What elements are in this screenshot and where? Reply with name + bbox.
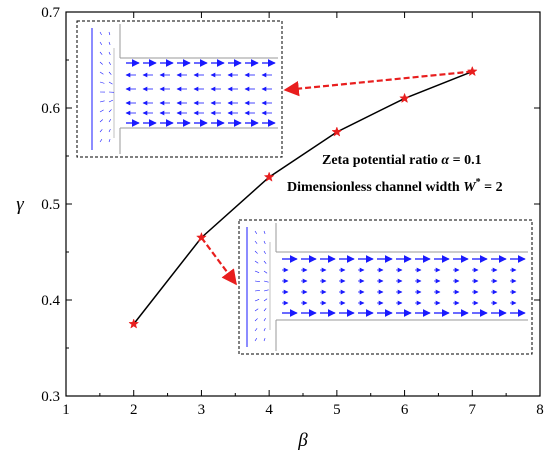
y-tick-label: 0.6 — [41, 101, 60, 117]
y-tick-label: 0.3 — [41, 389, 60, 405]
x-tick-label: 6 — [401, 402, 409, 418]
x-tick-label: 8 — [536, 402, 544, 418]
annotation-text: Dimensionless channel width — [287, 180, 463, 195]
inset-flow-beta-3 — [239, 220, 532, 354]
y-tick-label: 0.7 — [41, 5, 60, 21]
y-axis-title: γ — [16, 194, 24, 215]
x-tick-label: 3 — [198, 402, 206, 418]
annotation-zeta-ratio: Zeta potential ratio α = 0.1 — [322, 153, 482, 168]
annotation-text: Zeta potential ratio — [322, 153, 441, 168]
inset-frame — [239, 220, 532, 354]
y-tick-label: 0.5 — [41, 197, 60, 213]
annotation-channel-width: Dimensionless channel width W* = 2 — [287, 177, 503, 195]
x-axis-title: β — [297, 430, 308, 451]
x-tick-label: 2 — [130, 402, 138, 418]
annotation-value: = 0.1 — [449, 153, 481, 168]
leader-line-top — [285, 72, 472, 90]
x-tick-label: 5 — [333, 402, 341, 418]
data-point-star — [400, 93, 410, 102]
x-tick-label: 4 — [265, 402, 273, 418]
x-tick-label: 7 — [469, 402, 477, 418]
inset-flow-beta-7 — [77, 21, 282, 157]
y-tick-label: 0.4 — [41, 293, 60, 309]
annotation-value: = 2 — [481, 180, 503, 195]
leader-line-bottom — [201, 238, 236, 284]
x-tick-label: 1 — [62, 402, 70, 418]
